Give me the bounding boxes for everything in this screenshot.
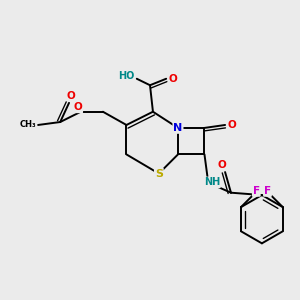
Text: F: F	[253, 186, 260, 196]
Text: HO: HO	[118, 71, 135, 81]
Text: O: O	[66, 91, 75, 100]
Text: O: O	[218, 160, 226, 170]
Text: O: O	[227, 120, 236, 130]
Text: O: O	[168, 74, 177, 84]
Text: N: N	[173, 123, 183, 133]
Text: F: F	[264, 186, 271, 196]
Text: CH₃: CH₃	[20, 121, 36, 130]
Text: O: O	[74, 102, 82, 112]
Text: S: S	[155, 169, 163, 178]
Text: NH: NH	[204, 177, 220, 188]
